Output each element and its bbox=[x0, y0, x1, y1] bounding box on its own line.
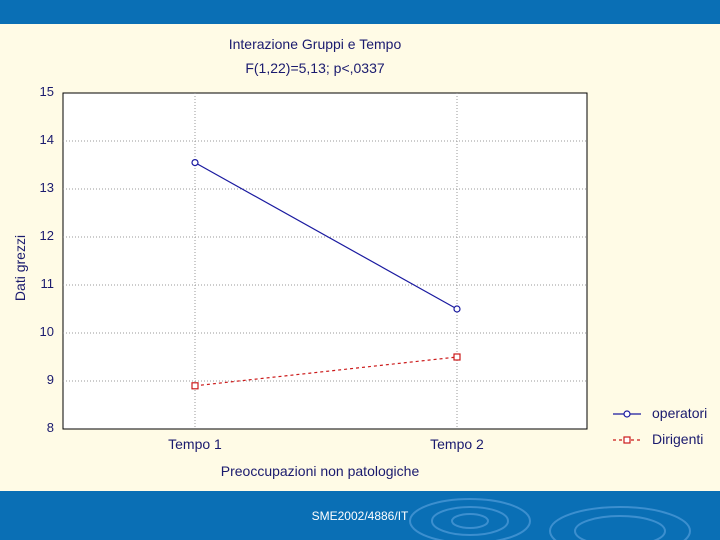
legend-marker-dirigenti bbox=[623, 436, 631, 444]
plot-area bbox=[62, 92, 588, 430]
y-tick-label: 12 bbox=[39, 228, 54, 243]
data-point-operatori bbox=[191, 159, 199, 167]
footer-text: SME2002/4886/IT bbox=[311, 509, 409, 523]
y-tick-label: 11 bbox=[40, 276, 55, 291]
series-line-operatori bbox=[194, 162, 458, 310]
top-band bbox=[0, 0, 720, 24]
legend-label-dirigenti: Dirigenti bbox=[652, 431, 704, 447]
gridlines bbox=[63, 93, 587, 429]
x-tick-label: Tempo 1 bbox=[168, 436, 222, 452]
y-tick-label: 13 bbox=[39, 180, 54, 195]
footer-band: SME2002/4886/IT bbox=[0, 491, 720, 540]
x-tick-label: Tempo 2 bbox=[430, 436, 484, 452]
chart-subtitle: F(1,22)=5,13; p<,0337 bbox=[245, 60, 385, 76]
data-point-operatori bbox=[453, 305, 461, 313]
y-tick-label: 9 bbox=[46, 372, 54, 387]
y-tick-label: 14 bbox=[39, 132, 54, 147]
y-tick-label: 10 bbox=[39, 324, 54, 339]
legend-label-operatori: operatori bbox=[652, 405, 708, 421]
y-tick-label: 8 bbox=[46, 420, 54, 435]
x-axis-label: Preoccupazioni non patologiche bbox=[220, 463, 420, 479]
legend-marker-operatori bbox=[623, 410, 631, 418]
series-layer bbox=[191, 159, 461, 390]
y-axis-label: Dati grezzi bbox=[12, 234, 28, 302]
series-line-dirigenti bbox=[194, 356, 458, 387]
y-tick-label: 15 bbox=[39, 84, 54, 99]
data-point-dirigenti bbox=[453, 353, 461, 361]
legend bbox=[613, 410, 641, 444]
data-point-dirigenti bbox=[191, 382, 199, 390]
chart-title: Interazione Gruppi e Tempo bbox=[228, 36, 402, 52]
footer-decoration bbox=[409, 498, 691, 540]
